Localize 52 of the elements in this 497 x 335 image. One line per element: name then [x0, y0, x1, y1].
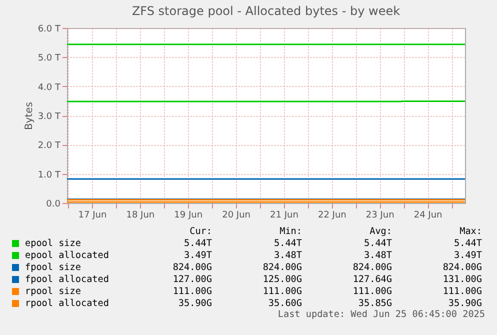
- y-tick-label: 0.0: [46, 200, 61, 210]
- y-tick-label: 3.0 T: [38, 112, 61, 122]
- x-tick-label: 19 Jun: [174, 210, 203, 220]
- y-tick-label: 6.0 T: [38, 24, 61, 34]
- text: 5.44T: [183, 238, 212, 250]
- legend-label: epool size: [24, 238, 82, 250]
- legend-label: epool allocated: [24, 250, 110, 262]
- text: 3.49T: [183, 250, 212, 262]
- text: 5.44T: [273, 238, 302, 250]
- text: 111.00G: [352, 286, 392, 298]
- x-tick-label: 23 Jun: [366, 210, 394, 220]
- text: 5.44T: [453, 238, 482, 250]
- text: Avg:: [368, 226, 392, 238]
- text: 5.44T: [363, 238, 392, 250]
- chart-title: ZFS storage pool - Allocated bytes - by week: [132, 4, 400, 18]
- text: 125.00G: [262, 274, 302, 286]
- text: 111.00G: [262, 286, 302, 298]
- text: 35.85G: [357, 298, 392, 310]
- y-tick-label: 1.0 T: [38, 170, 61, 180]
- text: 35.90G: [177, 298, 212, 310]
- text: 824.00G: [172, 262, 212, 274]
- text: Last update: Wed Jun 25 06:45:00 2025: [278, 309, 485, 320]
- legend-label: fpool allocated: [24, 274, 110, 286]
- text: 3.49T: [453, 250, 482, 262]
- text: 111.00G: [172, 286, 212, 298]
- legend-label: fpool size: [24, 262, 82, 274]
- x-tick-label: 17 Jun: [78, 210, 107, 220]
- x-tick-label: 18 Jun: [126, 210, 155, 220]
- text: 111.00G: [442, 286, 482, 298]
- text: 127.00G: [172, 274, 212, 286]
- text: 824.00G: [262, 262, 302, 274]
- legend-label: rpool size: [24, 286, 82, 298]
- text: 35.60G: [267, 298, 302, 310]
- y-tick-label: 4.0 T: [38, 82, 61, 93]
- x-tick-label: 24 Jun: [414, 210, 442, 220]
- text: 127.64G: [352, 274, 392, 286]
- text: 131.00G: [442, 274, 482, 286]
- text: Min:: [278, 226, 302, 238]
- y-axis-title: Bytes: [24, 102, 35, 130]
- text: Cur:: [188, 226, 212, 238]
- legend-label: rpool allocated: [24, 298, 110, 310]
- x-tick-label: 22 Jun: [318, 210, 346, 220]
- x-tick-label: 20 Jun: [222, 210, 250, 220]
- text: Max:: [458, 226, 482, 238]
- text: 3.48T: [273, 250, 302, 262]
- x-tick-label: 21 Jun: [270, 210, 298, 220]
- y-tick-label: 2.0 T: [38, 141, 61, 152]
- text: 3.48T: [363, 250, 392, 262]
- text: 824.00G: [442, 262, 482, 274]
- text: 824.00G: [352, 262, 392, 274]
- y-tick-label: 5.0 T: [38, 54, 61, 64]
- text: 35.90G: [447, 298, 482, 310]
